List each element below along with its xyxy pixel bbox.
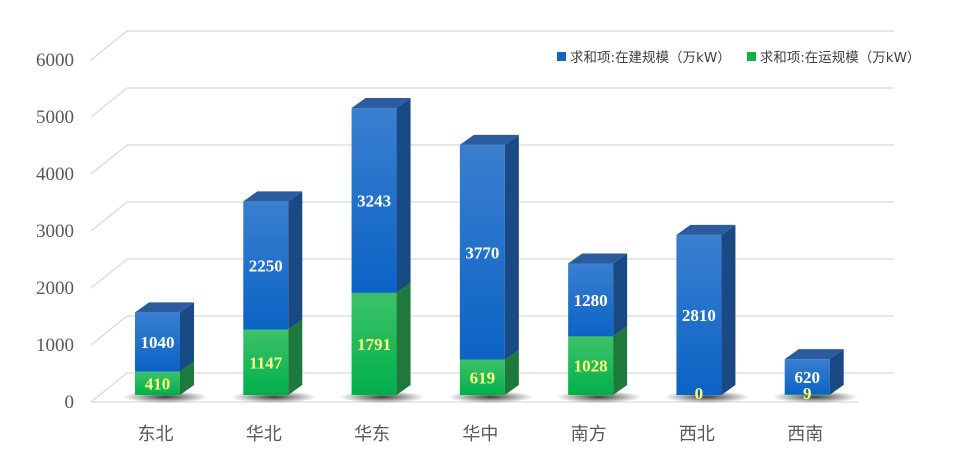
gridline bbox=[90, 315, 894, 346]
gridline bbox=[90, 144, 894, 175]
y-axis: 0 1000 2000 3000 4000 5000 6000 bbox=[36, 50, 74, 413]
gridline bbox=[90, 201, 894, 232]
bar-华东-in-operation bbox=[351, 282, 411, 395]
y-tick-label: 1000 bbox=[36, 335, 74, 356]
bar-南方-in-operation bbox=[568, 326, 628, 395]
bar-华北-under-construction bbox=[243, 191, 303, 330]
data-label: 1028 bbox=[574, 357, 608, 376]
legend-label: 求和项:在建规模（万kW） bbox=[570, 50, 731, 66]
data-label: 1280 bbox=[574, 291, 608, 310]
legend-swatch-blue-icon bbox=[557, 51, 566, 61]
data-label: 3770 bbox=[465, 243, 499, 262]
data-label: 2250 bbox=[249, 256, 283, 275]
y-tick-label: 0 bbox=[65, 392, 75, 413]
data-label: 2810 bbox=[682, 306, 716, 325]
gridline bbox=[90, 372, 894, 403]
y-tick-label: 4000 bbox=[36, 164, 74, 185]
bar-西南-under-construction bbox=[784, 349, 844, 395]
y-tick-label: 2000 bbox=[36, 278, 74, 299]
x-tick-label: 西北 bbox=[679, 424, 715, 445]
gridlines bbox=[90, 30, 894, 403]
bar-西南-in-operation bbox=[784, 384, 844, 395]
bar-华中-under-construction bbox=[459, 134, 519, 360]
bar-华北-in-operation bbox=[243, 319, 303, 395]
bars: 410 1040 1147 2250 1791 3243 619 3770 1028 1280 0 2… bbox=[122, 98, 858, 403]
x-tick-label: 华东 bbox=[354, 424, 390, 445]
y-tick-label: 6000 bbox=[36, 50, 74, 71]
gridline bbox=[90, 30, 894, 61]
legend-label: 求和项:在运规模（万kW） bbox=[759, 50, 921, 66]
data-label: 620 bbox=[794, 368, 820, 387]
x-tick-label: 西南 bbox=[787, 424, 823, 445]
gridline bbox=[90, 87, 894, 118]
bar-华中-in-operation bbox=[459, 349, 519, 395]
bar-华东-under-construction bbox=[351, 98, 411, 293]
bar-东北-under-construction bbox=[135, 302, 194, 372]
legend: 求和项:在建规模（万kW） 求和项:在运规模（万kW） bbox=[557, 46, 920, 66]
data-label: 619 bbox=[470, 368, 496, 387]
bar-南方-under-construction bbox=[568, 253, 628, 337]
data-label: 410 bbox=[145, 374, 171, 393]
legend-item-under-construction: 求和项:在建规模（万kW） bbox=[557, 46, 731, 66]
legend-swatch-green-icon bbox=[746, 51, 756, 61]
x-tick-label: 华北 bbox=[246, 424, 282, 445]
x-tick-label: 南方 bbox=[571, 424, 607, 445]
bar-东北-in-operation bbox=[135, 361, 194, 395]
y-tick-label: 5000 bbox=[36, 107, 74, 128]
data-label: 9 bbox=[803, 384, 812, 403]
x-axis: 东北 华北 华东 华中 南方 西北 西南 bbox=[138, 424, 824, 445]
x-tick-label: 华中 bbox=[462, 424, 498, 445]
legend-item-in-operation: 求和项:在运规模（万kW） bbox=[746, 46, 921, 66]
data-label: 3243 bbox=[357, 191, 391, 210]
data-label: 1791 bbox=[357, 335, 391, 354]
bar-西北-under-construction bbox=[676, 224, 736, 395]
data-label: 1040 bbox=[141, 333, 175, 352]
y-tick-label: 3000 bbox=[36, 221, 74, 242]
gridline bbox=[90, 258, 894, 289]
data-label: 0 bbox=[695, 384, 704, 403]
x-tick-label: 东北 bbox=[138, 424, 174, 445]
data-label: 1147 bbox=[249, 353, 283, 372]
